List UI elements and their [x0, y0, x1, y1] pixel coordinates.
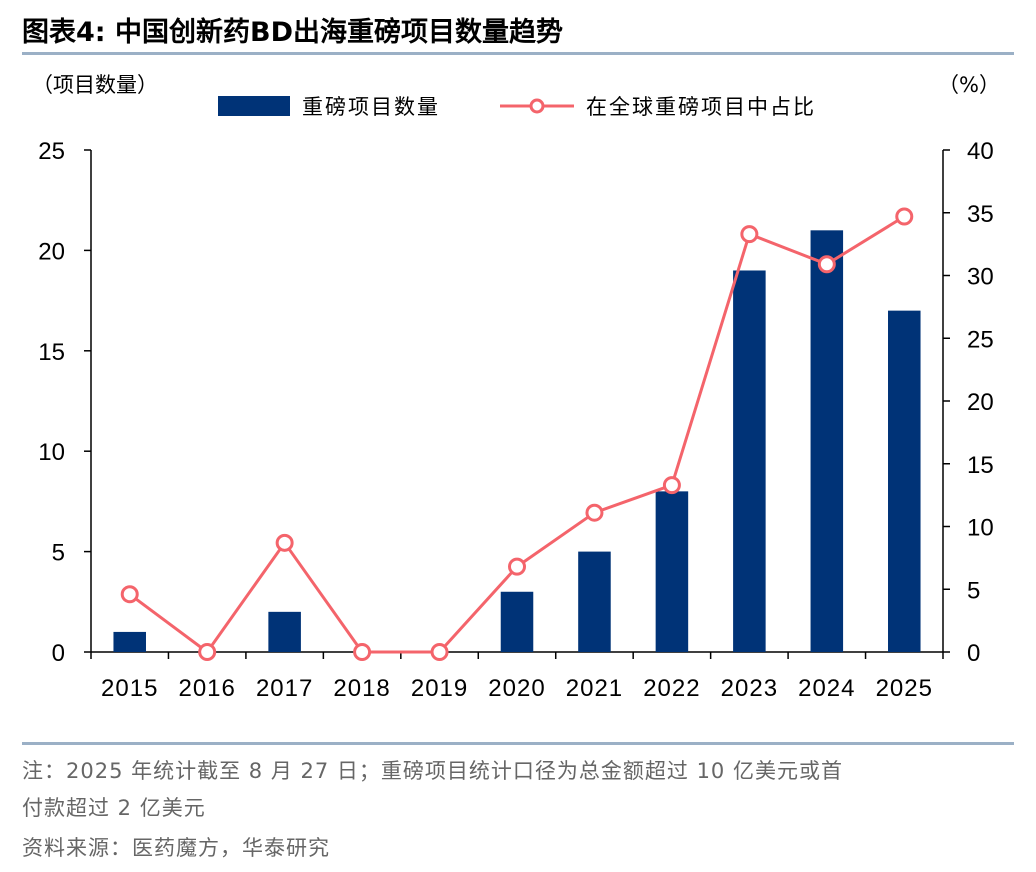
bar-2024 — [810, 230, 844, 652]
x-tick-label: 2020 — [488, 675, 545, 702]
left-tick-label: 0 — [52, 640, 65, 667]
x-tick-label: 2016 — [178, 675, 235, 702]
share-point-2020 — [508, 557, 526, 576]
left-tick-label: 5 — [52, 540, 65, 567]
chart-title: 图表4: 中国创新药BD出海重磅项目数量趋势 — [22, 17, 563, 48]
bar-2025 — [888, 310, 921, 652]
x-tick-label: 2023 — [721, 675, 778, 702]
x-tick-label: 2024 — [798, 675, 855, 702]
left-axis-unit-label: （项目数量） — [32, 73, 158, 97]
bar-2017 — [268, 611, 301, 652]
bar-2015 — [113, 631, 146, 652]
x-tick-label: 2017 — [256, 675, 313, 702]
x-tick-label: 2025 — [876, 675, 933, 702]
note-line-1: 注：2025 年统计截至 8 月 27 日；重磅项目统计口径为总金额超过 10 … — [22, 759, 843, 783]
note-line-2: 付款超过 2 亿美元 — [22, 796, 206, 820]
right-tick-label: 10 — [967, 515, 994, 542]
right-tick-label: 15 — [967, 452, 994, 479]
left-tick-label: 25 — [38, 138, 65, 165]
x-tick-label: 2019 — [411, 675, 468, 702]
title-divider — [22, 52, 1014, 55]
chart: （项目数量） （%） 重磅项目数量 在全球重磅项目中占比 0510152025051… — [32, 73, 1000, 702]
right-tick-label: 20 — [967, 389, 994, 416]
x-tick-label: 2021 — [566, 675, 623, 702]
footer-divider — [22, 742, 1014, 745]
share-point-2025 — [895, 207, 914, 226]
legend-line-label: 在全球重磅项目中占比 — [586, 95, 816, 119]
right-tick-label: 25 — [967, 326, 994, 353]
right-axis-unit-label: （%） — [938, 73, 1000, 97]
share-point-2024 — [817, 255, 836, 274]
x-tick-label: 2015 — [101, 675, 158, 702]
right-tick-label: 30 — [967, 264, 994, 291]
legend-bar-swatch — [218, 96, 290, 116]
legend-bar-label: 重磅项目数量 — [302, 95, 440, 119]
share-point-2021 — [585, 503, 604, 522]
bar-2020 — [500, 591, 534, 652]
share-point-2022 — [662, 476, 681, 495]
right-tick-label: 40 — [967, 138, 994, 165]
left-tick-label: 15 — [38, 339, 65, 366]
legend-line-marker — [529, 98, 545, 114]
bar-2021 — [578, 551, 611, 652]
bar-2023 — [733, 270, 766, 652]
left-tick-label: 20 — [38, 238, 65, 265]
right-tick-label: 0 — [967, 640, 980, 667]
bar-2022 — [655, 491, 689, 652]
x-tick-label: 2018 — [333, 675, 390, 702]
share-point-2016 — [198, 643, 217, 661]
share-line — [128, 215, 906, 654]
share-point-2015 — [120, 585, 139, 604]
right-tick-label: 35 — [967, 201, 994, 228]
share-point-2017 — [275, 533, 294, 552]
x-tick-label: 2022 — [643, 675, 700, 702]
source-line: 资料来源：医药魔方，华泰研究 — [22, 836, 330, 860]
share-point-2019 — [430, 643, 449, 661]
left-tick-label: 10 — [38, 439, 65, 466]
right-tick-label: 5 — [967, 577, 980, 604]
share-point-2023 — [740, 225, 759, 244]
share-point-2018 — [353, 643, 372, 661]
